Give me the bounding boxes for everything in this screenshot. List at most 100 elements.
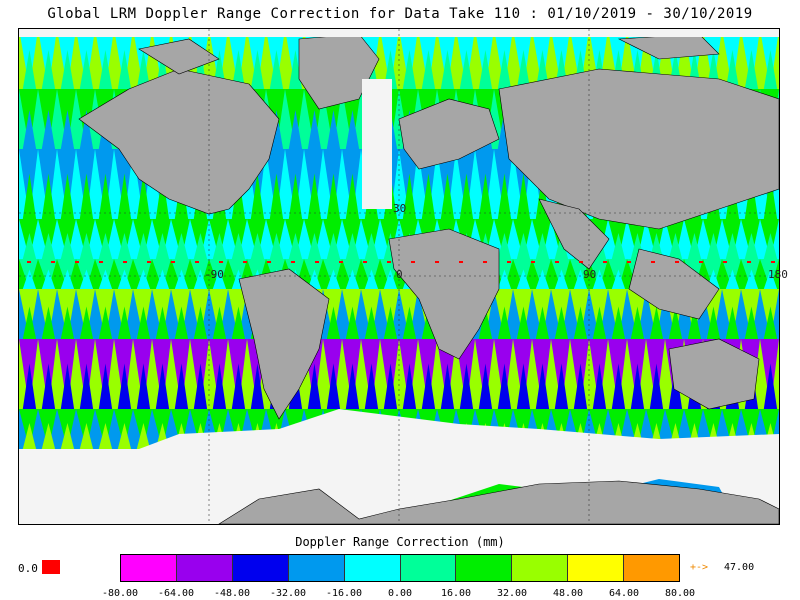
track-triangle xyxy=(763,363,778,409)
track-triangle xyxy=(459,50,474,89)
track-triangle xyxy=(383,269,398,289)
track-triangle xyxy=(402,363,417,409)
track-triangle xyxy=(763,173,778,219)
track-triangle xyxy=(60,306,75,339)
track-triangle xyxy=(98,306,113,339)
track-triangle xyxy=(497,173,512,219)
nodata-gap xyxy=(19,29,779,37)
nodata-dot xyxy=(507,261,511,263)
nodata-dot xyxy=(411,261,415,263)
track-triangle xyxy=(421,50,436,89)
track-triangle xyxy=(41,173,56,219)
track-triangle xyxy=(174,269,189,289)
track-triangle xyxy=(79,233,94,259)
track-triangle xyxy=(592,306,607,339)
track-triangle xyxy=(497,306,512,339)
track-triangle xyxy=(345,363,360,409)
nodata-gap xyxy=(362,79,392,209)
track-triangle xyxy=(22,50,37,89)
track-triangle xyxy=(440,363,455,409)
track-triangle xyxy=(136,423,151,449)
track-triangle xyxy=(250,50,265,89)
nodata-dot xyxy=(315,261,319,263)
track-triangle xyxy=(364,306,379,339)
track-triangle xyxy=(174,306,189,339)
map-canvas[interactable] xyxy=(19,29,779,524)
track-triangle xyxy=(22,363,37,409)
track-triangle xyxy=(364,269,379,289)
colorbar-segment xyxy=(568,555,625,581)
track-triangle xyxy=(345,233,360,259)
track-triangle xyxy=(554,269,569,289)
map-panel[interactable] xyxy=(18,28,780,525)
colorbar-segment xyxy=(176,555,233,581)
colorbar-tick-label: -48.00 xyxy=(213,588,251,599)
track-triangle xyxy=(60,363,75,409)
track-triangle xyxy=(269,50,284,89)
land-mass xyxy=(388,228,500,360)
track-triangle xyxy=(649,306,664,339)
track-triangle xyxy=(307,110,322,149)
colorbar-segment xyxy=(512,555,569,581)
land-mass xyxy=(668,338,760,410)
track-triangle xyxy=(288,173,303,219)
track-triangle xyxy=(345,269,360,289)
track-triangle xyxy=(554,233,569,259)
track-triangle xyxy=(60,50,75,89)
land-mass xyxy=(218,480,779,524)
track-triangle xyxy=(117,50,132,89)
track-triangle xyxy=(136,50,151,89)
track-triangle xyxy=(383,363,398,409)
track-triangle xyxy=(611,363,626,409)
track-triangle xyxy=(41,363,56,409)
track-triangle xyxy=(193,233,208,259)
track-triangle xyxy=(60,269,75,289)
track-triangle xyxy=(326,363,341,409)
track-triangle xyxy=(402,50,417,89)
track-triangle xyxy=(22,173,37,219)
track-triangle xyxy=(60,173,75,219)
track-triangle xyxy=(212,233,227,259)
track-triangle xyxy=(307,233,322,259)
track-triangle xyxy=(440,50,455,89)
track-triangle xyxy=(41,269,56,289)
track-triangle xyxy=(516,269,531,289)
track-triangle xyxy=(22,423,37,449)
track-triangle xyxy=(155,306,170,339)
nodata-dot xyxy=(243,261,247,263)
track-triangle xyxy=(763,233,778,259)
track-triangle xyxy=(725,306,740,339)
track-triangle xyxy=(535,233,550,259)
nodata-dot xyxy=(27,261,31,263)
track-triangle xyxy=(174,363,189,409)
lon-label-minus90: -90 xyxy=(204,268,224,281)
track-triangle xyxy=(212,363,227,409)
track-triangle xyxy=(516,363,531,409)
track-triangle xyxy=(155,269,170,289)
colorbar-segment xyxy=(121,555,177,581)
track-triangle xyxy=(611,269,626,289)
track-triangle xyxy=(193,269,208,289)
track-triangle xyxy=(250,363,265,409)
nodata-dot xyxy=(771,261,775,263)
track-triangle xyxy=(117,173,132,219)
colorbar-tick-label: -64.00 xyxy=(157,588,195,599)
track-triangle xyxy=(117,269,132,289)
nodata-dot xyxy=(51,261,55,263)
track-triangle xyxy=(364,363,379,409)
track-triangle xyxy=(402,306,417,339)
track-triangle xyxy=(649,363,664,409)
nodata-dot xyxy=(75,261,79,263)
track-triangle xyxy=(98,423,113,449)
track-triangle xyxy=(402,173,417,219)
track-triangle xyxy=(497,363,512,409)
track-triangle xyxy=(117,423,132,449)
track-triangle xyxy=(193,363,208,409)
nodata-dot xyxy=(723,261,727,263)
track-triangle xyxy=(326,269,341,289)
track-triangle xyxy=(98,233,113,259)
nodata-dot xyxy=(291,261,295,263)
nodata-dot xyxy=(339,261,343,263)
track-triangle xyxy=(744,50,759,89)
colorbar-tick-label: 64.00 xyxy=(608,588,640,599)
